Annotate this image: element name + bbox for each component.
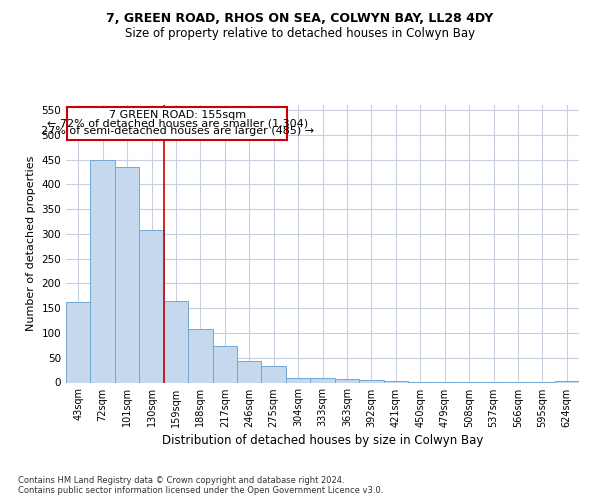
Bar xyxy=(262,366,286,382)
Bar xyxy=(383,380,408,382)
Bar xyxy=(286,378,310,382)
Bar xyxy=(139,230,164,382)
Bar xyxy=(335,378,359,382)
FancyBboxPatch shape xyxy=(67,108,287,140)
Text: Contains HM Land Registry data © Crown copyright and database right 2024.
Contai: Contains HM Land Registry data © Crown c… xyxy=(18,476,383,495)
Text: 7, GREEN ROAD, RHOS ON SEA, COLWYN BAY, LL28 4DY: 7, GREEN ROAD, RHOS ON SEA, COLWYN BAY, … xyxy=(106,12,494,26)
Text: ← 72% of detached houses are smaller (1,304): ← 72% of detached houses are smaller (1,… xyxy=(47,118,308,128)
Bar xyxy=(164,300,188,382)
Y-axis label: Number of detached properties: Number of detached properties xyxy=(26,156,36,332)
Bar xyxy=(188,330,212,382)
Bar xyxy=(310,378,335,382)
X-axis label: Distribution of detached houses by size in Colwyn Bay: Distribution of detached houses by size … xyxy=(162,434,483,447)
Bar xyxy=(359,380,383,382)
Text: 7 GREEN ROAD: 155sqm: 7 GREEN ROAD: 155sqm xyxy=(109,110,246,120)
Bar xyxy=(212,346,237,382)
Bar xyxy=(554,380,579,382)
Text: 27% of semi-detached houses are larger (485) →: 27% of semi-detached houses are larger (… xyxy=(41,126,314,136)
Bar xyxy=(66,302,91,382)
Bar xyxy=(115,167,139,382)
Bar xyxy=(91,160,115,382)
Text: Size of property relative to detached houses in Colwyn Bay: Size of property relative to detached ho… xyxy=(125,28,475,40)
Bar xyxy=(237,360,262,382)
